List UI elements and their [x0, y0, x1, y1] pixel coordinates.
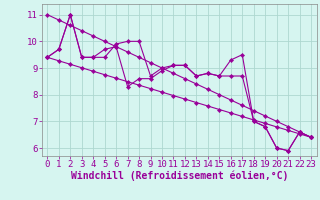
X-axis label: Windchill (Refroidissement éolien,°C): Windchill (Refroidissement éolien,°C): [70, 171, 288, 181]
